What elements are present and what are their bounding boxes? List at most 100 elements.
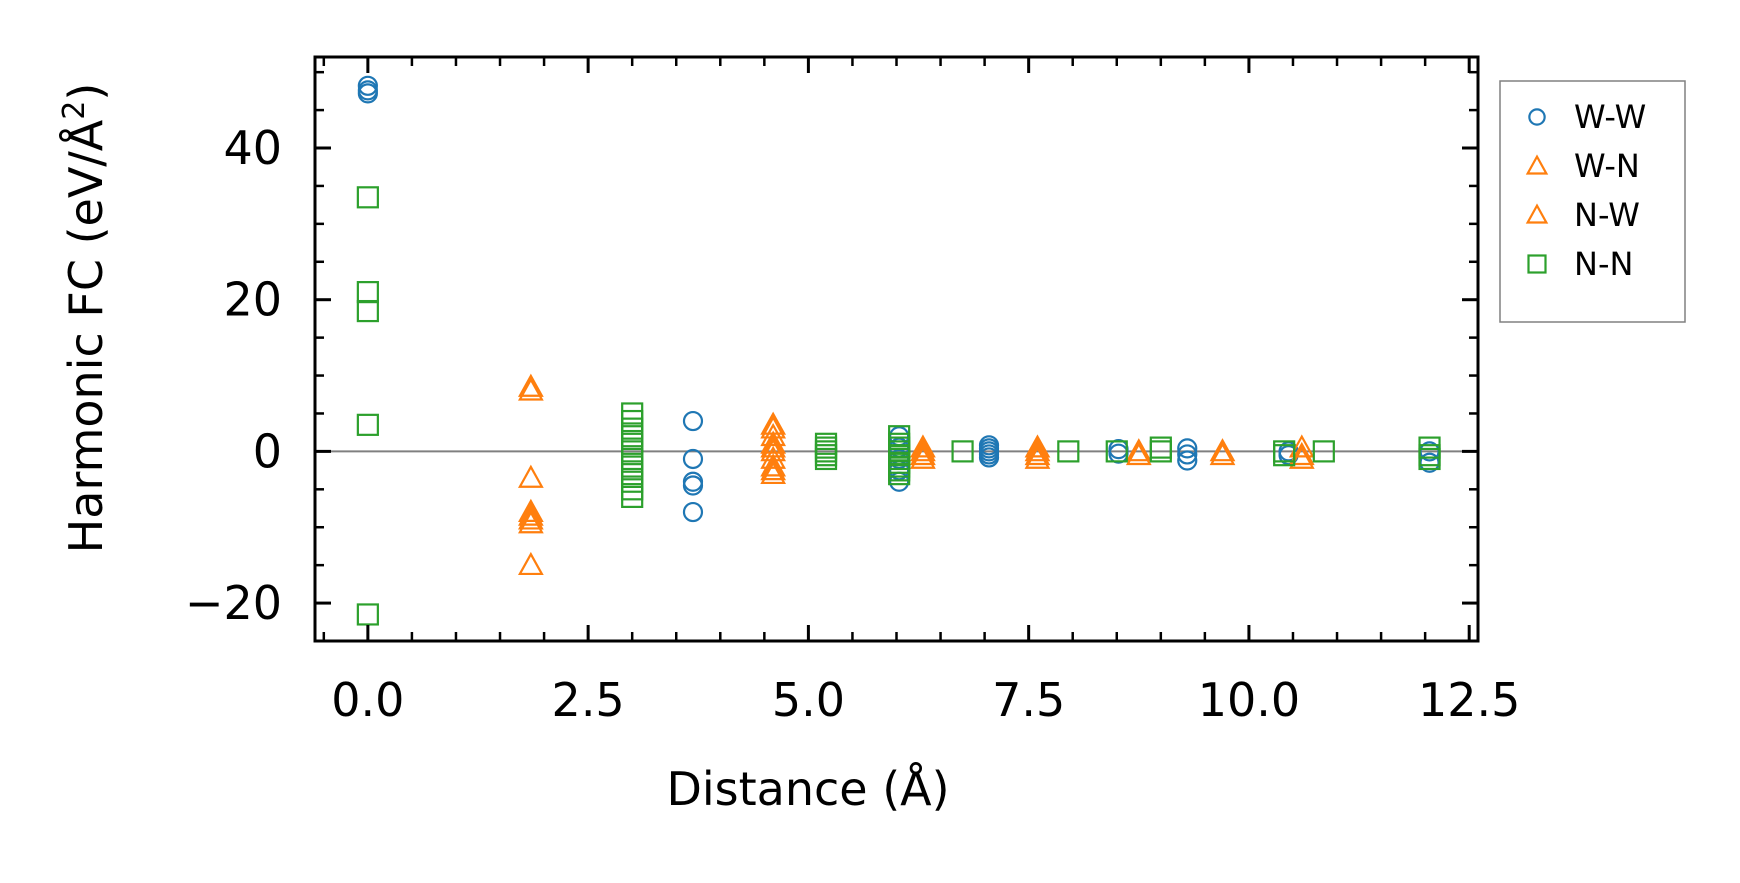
x-tick-label: 7.5 xyxy=(992,673,1065,727)
data-point xyxy=(1057,440,1080,463)
y-axis-label-superscript: 2 xyxy=(57,101,92,120)
data-point xyxy=(951,440,974,463)
x-tick-labels: 0.0 2.5 5.0 7.5 10.0 12.5 xyxy=(331,673,1520,727)
legend-item-w-w: W-W xyxy=(1528,98,1646,136)
legend-item-n-n: N-N xyxy=(1527,245,1633,283)
data-point xyxy=(621,463,644,486)
data-point xyxy=(1209,438,1236,462)
legend-label: N-N xyxy=(1574,245,1633,283)
legend-marker xyxy=(1525,203,1549,224)
data-point xyxy=(760,430,787,454)
data-point xyxy=(1288,445,1315,469)
data-point xyxy=(1024,445,1051,469)
data-point xyxy=(760,415,787,439)
data-point xyxy=(1108,443,1129,464)
data-point xyxy=(978,447,1000,468)
x-tick-label: 10.0 xyxy=(1198,673,1300,727)
data-point xyxy=(760,438,787,462)
data-point xyxy=(1125,441,1152,466)
x-tick-label: 2.5 xyxy=(552,673,625,727)
data-point xyxy=(1024,441,1051,466)
data-point xyxy=(621,455,644,478)
data-point xyxy=(889,471,910,492)
y-tick-labels: −20 0 20 40 xyxy=(185,121,282,630)
legend-label: W-N xyxy=(1574,147,1640,185)
data-point xyxy=(621,417,644,440)
legend: W-W W-N N-W N-N xyxy=(1499,80,1686,323)
legend-box xyxy=(1499,80,1686,323)
data-point xyxy=(1288,434,1315,458)
y-tick-label: −20 xyxy=(185,576,282,630)
data-point xyxy=(517,551,544,576)
data-point xyxy=(910,441,936,466)
series-n-n xyxy=(356,186,1441,626)
data-point xyxy=(910,434,936,458)
data-point xyxy=(1108,439,1129,460)
x-axis-label: Distance (Å) xyxy=(666,762,949,816)
data-point xyxy=(621,409,644,433)
data-point xyxy=(760,453,787,477)
data-point xyxy=(760,445,787,469)
data-point xyxy=(621,470,644,493)
data-point xyxy=(356,186,379,209)
legend-item-w-n: W-N xyxy=(1525,147,1640,185)
data-point xyxy=(517,510,544,534)
data-point xyxy=(517,377,544,401)
data-point xyxy=(760,457,787,481)
data-point xyxy=(814,447,838,471)
data-point xyxy=(621,425,644,448)
series-n-w xyxy=(517,377,1315,534)
data-point xyxy=(356,281,379,304)
data-point xyxy=(1024,434,1051,458)
data-point xyxy=(1288,441,1315,466)
data-point xyxy=(682,410,704,432)
y-tick-label: 20 xyxy=(223,273,282,327)
legend-marker xyxy=(1525,154,1549,175)
data-point xyxy=(682,501,704,523)
data-point xyxy=(357,83,378,104)
data-point xyxy=(1418,447,1441,471)
data-point xyxy=(910,445,936,469)
legend-marker xyxy=(1527,254,1547,274)
data-point xyxy=(621,478,644,501)
legend-marker xyxy=(1528,108,1546,126)
y-axis-label-close: ) xyxy=(59,83,113,101)
x-tick-label: 12.5 xyxy=(1418,673,1520,727)
x-tick-label: 5.0 xyxy=(772,673,845,727)
data-point xyxy=(1125,438,1152,462)
legend-label: W-W xyxy=(1574,98,1646,136)
data-point xyxy=(1273,444,1296,467)
data-points xyxy=(356,75,1441,626)
data-point xyxy=(1177,444,1198,465)
data-point xyxy=(517,464,544,488)
y-axis-label-main: Harmonic FC (eV/Å xyxy=(59,119,113,553)
data-point xyxy=(517,502,544,526)
data-point xyxy=(356,603,379,626)
data-point xyxy=(621,402,644,425)
legend-label: N-W xyxy=(1574,196,1640,234)
data-point xyxy=(1177,438,1198,459)
data-point xyxy=(1177,450,1198,471)
data-point xyxy=(517,373,544,397)
data-point xyxy=(517,506,544,530)
data-point xyxy=(760,422,787,447)
data-point xyxy=(682,475,704,496)
series-w-n xyxy=(517,373,1315,576)
data-point xyxy=(682,448,704,470)
plot-frame xyxy=(313,55,1480,643)
data-point xyxy=(621,485,644,508)
data-point xyxy=(1105,440,1128,463)
data-point xyxy=(910,438,936,462)
data-point xyxy=(1149,440,1172,463)
data-point xyxy=(356,299,379,323)
data-point xyxy=(517,498,544,522)
y-tick-label: 0 xyxy=(253,424,282,478)
axis-ticks xyxy=(315,57,1478,643)
data-point xyxy=(1024,438,1051,462)
data-point xyxy=(356,413,379,436)
data-point xyxy=(1312,440,1335,463)
y-tick-label: 40 xyxy=(223,121,282,175)
data-point xyxy=(760,460,787,485)
legend-item-n-w: N-W xyxy=(1525,196,1640,234)
